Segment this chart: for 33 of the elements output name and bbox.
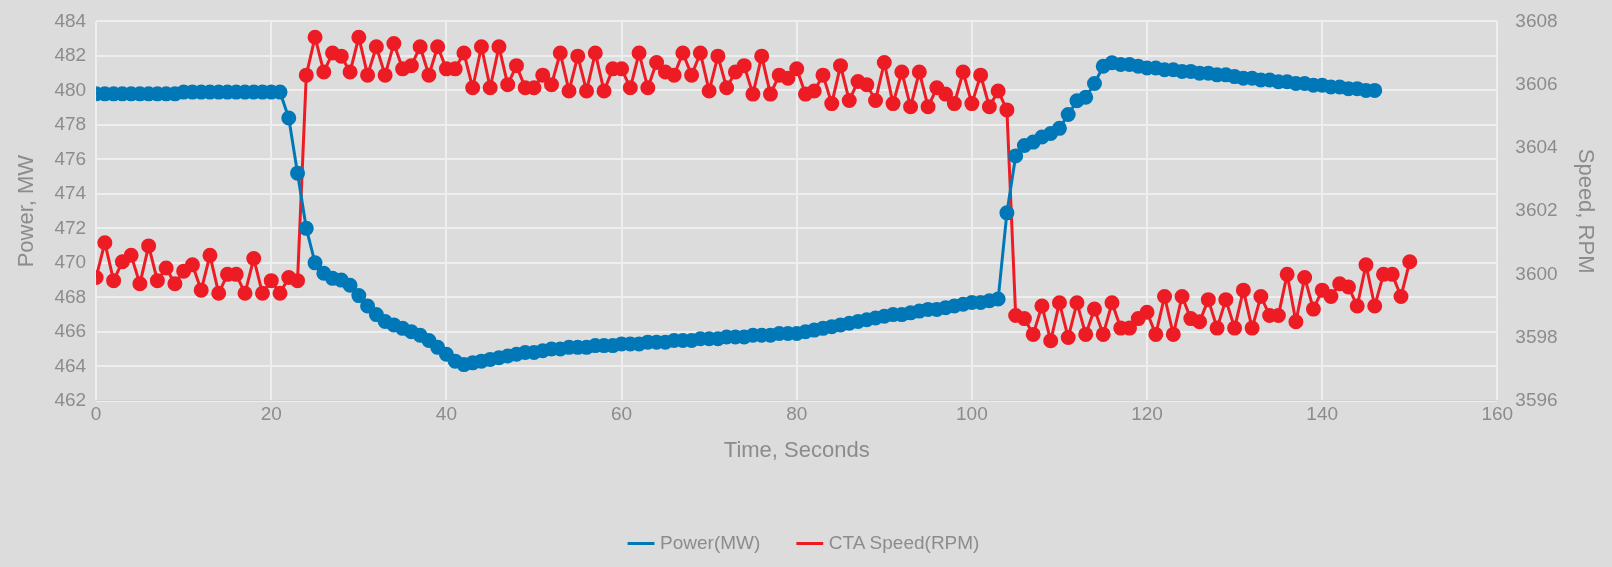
- x-tick-label: 40: [435, 403, 457, 425]
- y-tick-label: 480: [54, 78, 87, 100]
- y-tick-label: 470: [54, 251, 87, 273]
- x-tick-label: 0: [90, 403, 102, 425]
- y-tick-label: 468: [54, 285, 87, 307]
- y2-tick-label: 3602: [1515, 199, 1558, 221]
- y-tick-label: 478: [54, 113, 87, 135]
- legend-label: CTA Speed(RPM): [828, 531, 980, 553]
- x-tick-label: 20: [260, 403, 282, 425]
- x-tick-label: 120: [1131, 403, 1163, 425]
- x-tick-label: 80: [786, 403, 808, 425]
- y2-tick-label: 3596: [1515, 389, 1558, 411]
- y2-axis-title: Speed, RPM: [1573, 148, 1599, 274]
- y-tick-label: 464: [54, 354, 87, 376]
- y-tick-label: 482: [54, 44, 87, 66]
- y-axis-title: Power, MW: [13, 154, 39, 268]
- legend-label: Power(MW): [660, 531, 761, 553]
- x-tick-label: 140: [1306, 403, 1339, 425]
- y-tick-label: 474: [54, 182, 87, 204]
- y2-tick-label: 3600: [1515, 262, 1558, 284]
- y2-tick-label: 3606: [1515, 72, 1558, 94]
- y-tick-label: 476: [54, 147, 87, 169]
- y-tick-label: 484: [54, 9, 87, 31]
- x-tick-label: 60: [610, 403, 633, 425]
- x-tick-label: 100: [956, 403, 988, 425]
- y2-tick-label: 3598: [1515, 325, 1558, 347]
- x-axis-title: Time, Seconds: [723, 436, 870, 462]
- y-tick-label: 466: [54, 320, 87, 342]
- x-tick-label: 160: [1481, 403, 1514, 425]
- y2-tick-label: 3608: [1515, 9, 1558, 31]
- y-tick-label: 462: [54, 389, 87, 411]
- y2-tick-label: 3604: [1515, 136, 1559, 158]
- y-tick-label: 472: [54, 216, 87, 238]
